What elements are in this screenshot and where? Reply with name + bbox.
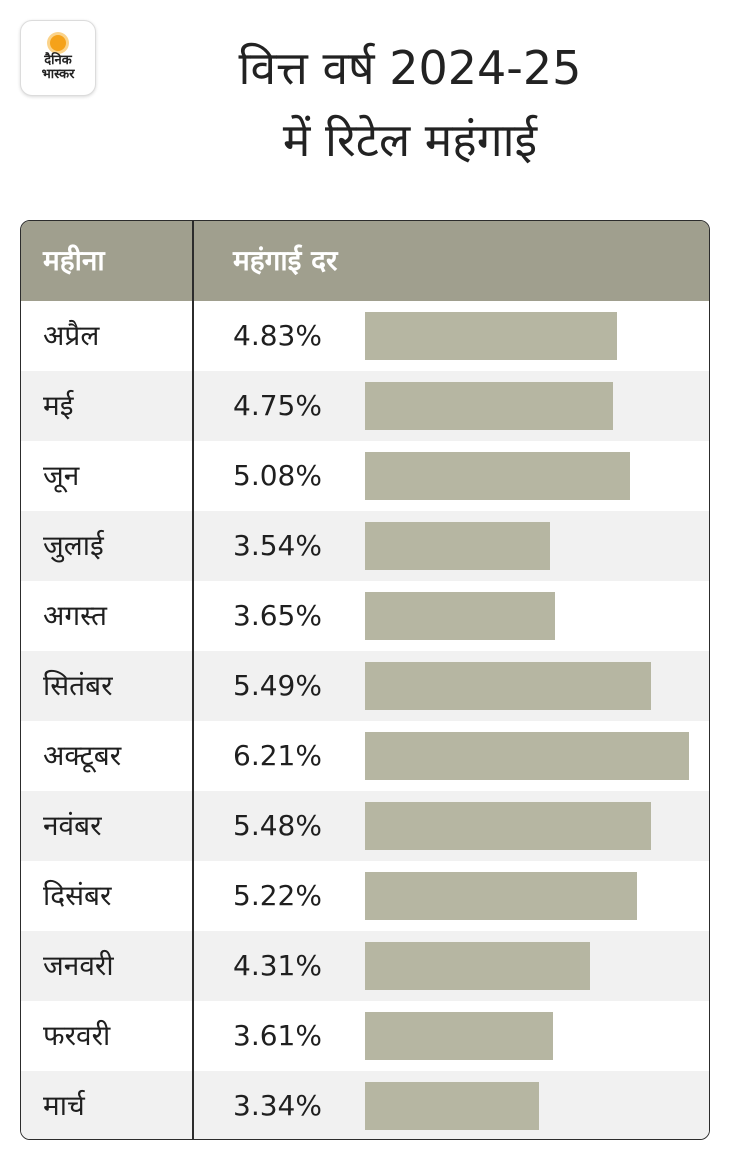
table-header: महीना महंगाई दर (21, 221, 709, 301)
inflation-bar (365, 592, 555, 640)
month-label: मई (43, 389, 74, 422)
value-label: 4.83% (233, 319, 322, 352)
logo-text-line2: भास्कर (41, 66, 75, 82)
month-label: अप्रैल (43, 319, 100, 352)
inflation-bar (365, 312, 617, 360)
sun-icon (50, 34, 66, 51)
column-divider (192, 221, 194, 1139)
table-row: फरवरी 3.61% (21, 1001, 709, 1071)
value-label: 3.65% (233, 599, 322, 632)
value-label: 5.22% (233, 879, 322, 912)
table-row: दिसंबर 5.22% (21, 861, 709, 931)
chart-title-line1: वित्त वर्ष 2024-25 (238, 41, 582, 95)
inflation-bar (365, 382, 613, 430)
value-label: 4.75% (233, 389, 322, 422)
value-label: 5.08% (233, 459, 322, 492)
value-label: 3.54% (233, 529, 322, 562)
value-label: 4.31% (233, 949, 322, 982)
month-label: फरवरी (43, 1019, 111, 1052)
chart-title-line2: में रिटेल महंगाई (282, 113, 538, 167)
table-row: नवंबर 5.48% (21, 791, 709, 861)
table-row: मार्च 3.34% (21, 1071, 709, 1139)
month-label: मार्च (43, 1089, 85, 1122)
month-label: अक्टूबर (43, 739, 122, 772)
table-row: सितंबर 5.49% (21, 651, 709, 721)
logo-text-line1: दैनिक (44, 52, 72, 68)
month-label: दिसंबर (43, 879, 112, 912)
inflation-bar (365, 522, 550, 570)
inflation-bar (365, 942, 590, 990)
table-row: अक्टूबर 6.21% (21, 721, 709, 791)
table-row: मई 4.75% (21, 371, 709, 441)
inflation-bar (365, 802, 651, 850)
inflation-bar (365, 1012, 553, 1060)
table-row: जुलाई 3.54% (21, 511, 709, 581)
inflation-bar (365, 452, 630, 500)
column-header-inflation-rate: महंगाई दर (233, 244, 338, 277)
value-label: 5.48% (233, 809, 322, 842)
value-label: 6.21% (233, 739, 322, 772)
chart-title: वित्त वर्ष 2024-25 में रिटेल महंगाई (110, 32, 710, 176)
value-label: 3.61% (233, 1019, 322, 1052)
inflation-table: महीना महंगाई दर अप्रैल 4.83% मई 4.75% जून 5.0… (20, 220, 710, 1140)
inflation-bar (365, 662, 651, 710)
inflation-bar (365, 872, 637, 920)
dainik-bhaskar-logo: दैनिक भास्कर (20, 20, 96, 96)
month-label: जून (43, 459, 80, 492)
table-row: अगस्त 3.65% (21, 581, 709, 651)
month-label: अगस्त (43, 599, 108, 632)
column-header-month: महीना (43, 244, 105, 277)
value-label: 5.49% (233, 669, 322, 702)
month-label: जनवरी (43, 949, 114, 982)
inflation-bar (365, 1082, 539, 1130)
table-row: जनवरी 4.31% (21, 931, 709, 1001)
value-label: 3.34% (233, 1089, 322, 1122)
inflation-bar (365, 732, 689, 780)
table-row: अप्रैल 4.83% (21, 301, 709, 371)
table-row: जून 5.08% (21, 441, 709, 511)
month-label: सितंबर (43, 669, 113, 702)
month-label: जुलाई (43, 529, 104, 562)
month-label: नवंबर (43, 809, 102, 842)
